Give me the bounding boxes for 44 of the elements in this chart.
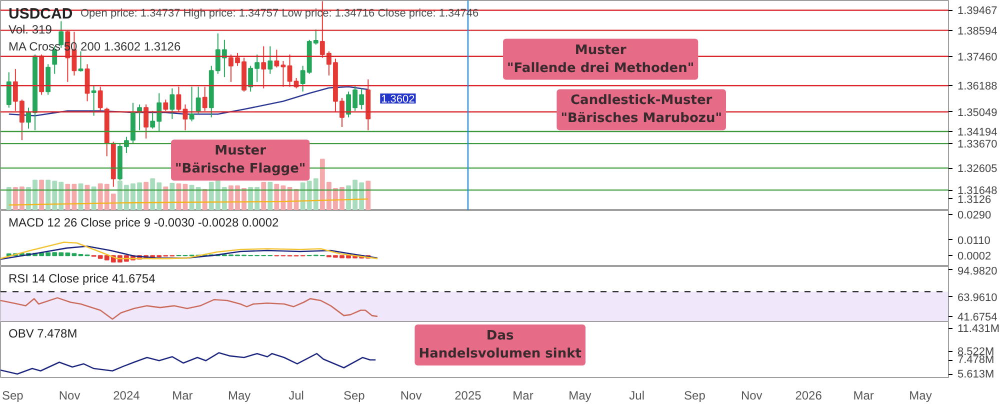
y-tick-label: 1.39467 [958,5,998,18]
x-tick-label: Jul [629,388,645,402]
y-tick-label: 1.36188 [958,80,998,93]
y-tick-label: 0.0290 [958,210,992,222]
y-tick-label: 1.38594 [958,25,998,38]
annotation: Muster "Bärische Flagge" [175,144,306,177]
y-tick-label: 1.37460 [958,51,998,64]
x-tick-label: Mar [172,388,193,402]
annotation: 1.3602 [381,94,415,106]
x-tick-label: Mar [853,388,874,402]
x-tick-label: Mar [512,388,534,402]
y-tick-label: 11.431M [958,322,1000,335]
x-tick-label: Nov [740,388,762,402]
x-tick-label: Sep [684,388,706,402]
x-tick-label: May [568,388,592,402]
x-tick-label: Jul [288,388,304,402]
y-tick-label: 5.613M [958,368,994,381]
x-tick-label: 2025 [454,388,482,402]
x-tick-label: May [228,388,251,402]
text: OBV 7.478M [8,326,78,340]
y-tick-label: 1.35049 [958,106,998,119]
y-tick-label: 1.3126 [958,194,992,206]
text: RSI 14 Close price 41.6754 [8,272,156,286]
y-tick-label: 1.32605 [958,163,998,176]
y-tick-label: 94.9820 [958,266,998,278]
chart-title: USDCAD [8,6,73,22]
y-tick-label: 7.478M [958,354,994,366]
y-tick-label: 0.0002 [958,250,992,262]
annotation: Candlestick-Muster "Bärisches Marubozu" [560,93,722,126]
x-tick-label: Nov [400,388,422,402]
x-tick-label: Nov [58,388,80,402]
y-tick-label: 41.6754 [958,312,998,324]
y-tick-label: 1.33670 [958,138,998,151]
x-tick-label: 2026 [795,388,822,402]
y-tick-label: 63.9610 [958,292,998,304]
x-tick-label: Sep [2,388,24,402]
annotation: Muster "Fallende drei Methoden" [507,42,694,76]
annotation: Das Handelsvolumen sinkt [418,328,582,362]
text: MACD 12 26 Close price 9 -0.0030 -0.0028 0.0002 [8,216,279,230]
x-tick-label: 2024 [113,388,140,402]
x-tick-label: May [909,388,932,402]
x-tick-label: Sep [343,388,366,402]
y-tick-label: 1.34194 [958,126,998,139]
y-tick-label: 0.0110 [958,234,990,247]
